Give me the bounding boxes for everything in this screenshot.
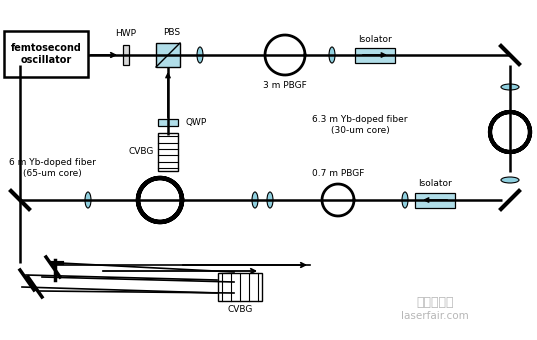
Bar <box>156 43 180 67</box>
Ellipse shape <box>501 84 519 90</box>
Text: Isolator: Isolator <box>358 34 392 44</box>
Bar <box>158 119 178 125</box>
Text: CVBG: CVBG <box>227 305 253 314</box>
Ellipse shape <box>402 192 408 208</box>
Ellipse shape <box>329 47 335 63</box>
Text: HWP: HWP <box>115 29 136 38</box>
Text: Isolator: Isolator <box>418 180 452 188</box>
Bar <box>218 273 262 301</box>
Text: femtosecond
oscillator: femtosecond oscillator <box>11 43 82 65</box>
Text: 3 m PBGF: 3 m PBGF <box>263 81 307 90</box>
Ellipse shape <box>267 192 273 208</box>
Text: 6 m Yb-doped fiber
(65-um core): 6 m Yb-doped fiber (65-um core) <box>9 158 96 178</box>
Bar <box>158 133 178 171</box>
Ellipse shape <box>252 192 258 208</box>
Text: 激光制造網: 激光制造網 <box>416 295 454 308</box>
Text: laserfair.com: laserfair.com <box>401 311 469 321</box>
Bar <box>415 192 455 207</box>
Bar <box>123 45 129 65</box>
Bar <box>4 31 88 77</box>
Ellipse shape <box>501 177 519 183</box>
Text: 0.7 m PBGF: 0.7 m PBGF <box>312 169 364 178</box>
Text: PBS: PBS <box>163 28 180 37</box>
Ellipse shape <box>197 47 203 63</box>
Text: CVBG: CVBG <box>129 148 154 156</box>
Text: 6.3 m Yb-doped fiber
(30-um core): 6.3 m Yb-doped fiber (30-um core) <box>312 115 408 135</box>
Ellipse shape <box>85 192 91 208</box>
Bar <box>355 48 395 63</box>
Text: QWP: QWP <box>186 118 207 126</box>
